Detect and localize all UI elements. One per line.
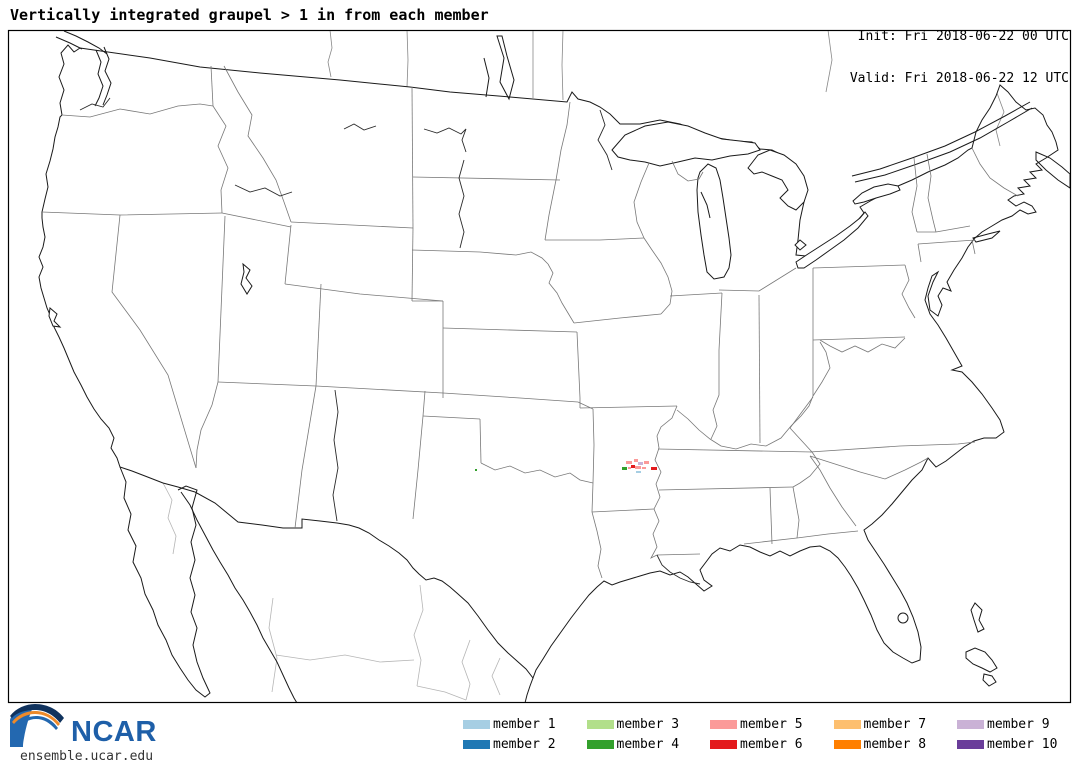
graupel-spot-member-4: [622, 467, 627, 470]
graupel-spot-member-5: [628, 467, 631, 469]
init-time: Init: Fri 2018-06-22 00 UTC: [857, 29, 1069, 44]
graupel-spot-member-5: [642, 467, 646, 469]
graupel-spot-member-4: [475, 469, 477, 471]
graupel-spot-member-1: [636, 471, 641, 473]
map-frame: [7, 29, 1072, 704]
graupel-spot-member-5: [634, 459, 638, 462]
canada-boundaries: [327, 31, 1005, 147]
lakes: [48, 121, 909, 624]
graupel-spot-member-5: [635, 466, 641, 469]
ncar-logo-swoosh-navy: [10, 704, 64, 723]
ncar-logo-swoosh-orange: [12, 711, 60, 726]
ncar-logo: [10, 704, 64, 747]
graupel-spot-member-5: [626, 461, 632, 464]
site-url: ensemble.ucar.edu: [20, 749, 154, 764]
graupel-spot-member-6: [631, 465, 635, 468]
ncar-logo-text: NCAR: [71, 716, 157, 748]
page-title: Vertically integrated graupel > 1 in fro…: [10, 6, 489, 24]
coastline: [38, 31, 1070, 702]
rivers: [79, 97, 701, 585]
ncar-logo-swoosh-sweep: [14, 716, 58, 730]
graupel-spot-member-6: [651, 467, 657, 470]
mexico-boundaries: [162, 482, 501, 701]
valid-time: Valid: Fri 2018-06-22 12 UTC: [849, 71, 1069, 86]
graupel-spot-member-9: [638, 462, 643, 465]
graupel-spot-member-5: [644, 461, 649, 464]
graupel-spots: [475, 459, 657, 473]
state-boundaries: [41, 65, 1019, 579]
run-times: Init: Fri 2018-06-22 00 UTC Valid: Fri 2…: [850, 2, 1069, 114]
ncar-logo-swoosh-body: [10, 707, 33, 747]
